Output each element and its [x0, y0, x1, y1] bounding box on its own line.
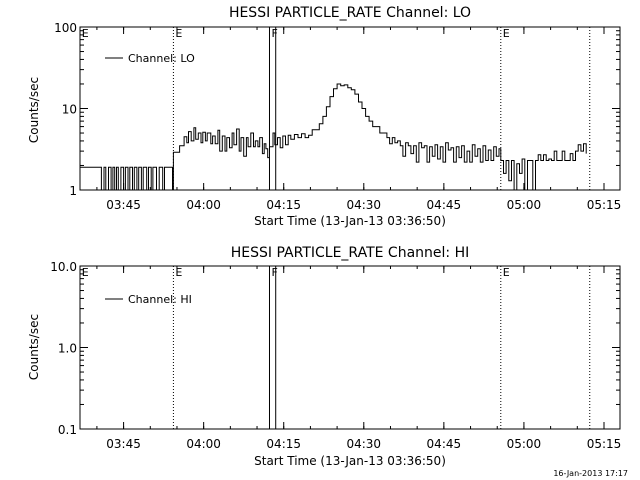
event-marker-label: E — [82, 266, 89, 279]
x-axis-label: Start Time (13-Jan-13 03:36:50) — [254, 214, 446, 228]
event-marker-label: E — [175, 27, 182, 40]
y-tick-label: 1 — [69, 184, 77, 198]
y-axis-label: Counts/sec — [27, 314, 41, 380]
x-tick-label: 04:15 — [266, 437, 301, 451]
event-marker-label: E — [175, 266, 182, 279]
chart-title: HESSI PARTICLE_RATE Channel: LO — [229, 5, 471, 21]
legend-label: Channel: HI — [128, 293, 192, 306]
x-tick-label: 04:45 — [427, 437, 462, 451]
y-tick-label: 10.0 — [50, 260, 77, 274]
chart-title: HESSI PARTICLE_RATE Channel: HI — [231, 245, 469, 261]
plot-frame — [79, 265, 621, 430]
y-tick-label: 1.0 — [58, 342, 77, 356]
x-axis-label: Start Time (13-Jan-13 03:36:50) — [254, 454, 446, 468]
x-tick-label: 03:45 — [106, 437, 141, 451]
x-tick-label: 05:00 — [507, 437, 542, 451]
x-tick-label: 04:30 — [346, 437, 381, 451]
series-line — [80, 83, 587, 191]
legend: Channel: LO — [105, 52, 195, 65]
x-tick-label: 04:30 — [346, 198, 381, 212]
x-tick-label: 04:00 — [186, 437, 221, 451]
event-marker-label: E — [82, 27, 89, 40]
chart-panel-hi: HESSI PARTICLE_RATE Channel: HI Counts/s… — [27, 245, 621, 468]
y-axis-label: Counts/sec — [27, 77, 41, 143]
event-marker-label: E — [503, 266, 510, 279]
x-tick-label: 05:15 — [587, 437, 622, 451]
x-tick-label: 04:15 — [266, 198, 301, 212]
event-marker-label: E — [503, 27, 510, 40]
plot-frame — [79, 26, 621, 191]
plot-area: 03:45 04:00 04:15 04:30 04:45 05:00 05:15 1 10 10… — [54, 21, 621, 212]
y-tick-label: 10 — [62, 103, 77, 117]
event-marker-label: F — [271, 266, 277, 279]
y-tick-label: 100 — [54, 21, 77, 35]
legend: Channel: HI — [105, 293, 192, 306]
x-tick-label: 05:15 — [587, 198, 622, 212]
event-marker-label: F — [271, 27, 277, 40]
legend-label: Channel: LO — [128, 52, 195, 65]
x-tick-label: 03:45 — [106, 198, 141, 212]
plot-area: 03:45 04:00 04:15 04:30 04:45 05:00 05:15 0.1 1.… — [50, 260, 621, 451]
x-tick-label: 05:00 — [507, 198, 542, 212]
chart-panel-lo: HESSI PARTICLE_RATE Channel: LO Counts/s… — [27, 5, 621, 228]
x-tick-label: 04:45 — [427, 198, 462, 212]
x-tick-label: 04:00 — [186, 198, 221, 212]
generation-timestamp: 16-Jan-2013 17:17 — [553, 469, 628, 478]
y-tick-label: 0.1 — [58, 423, 77, 437]
